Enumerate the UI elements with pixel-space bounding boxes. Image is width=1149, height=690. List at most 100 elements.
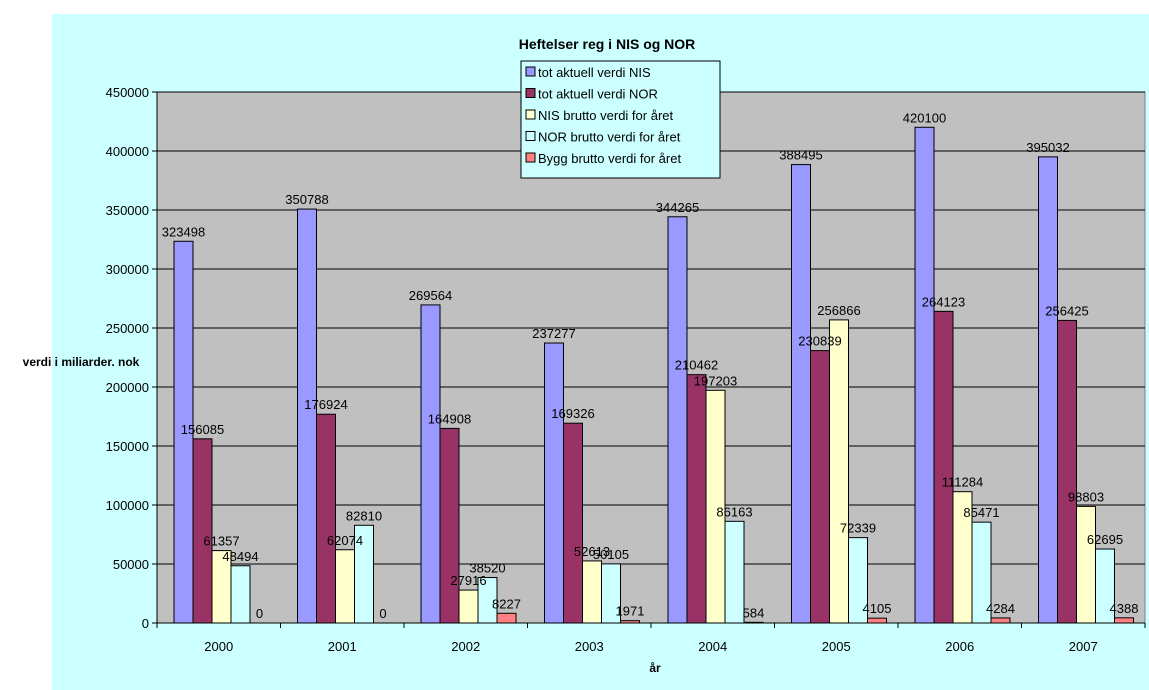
data-label: 237277 [532, 326, 575, 341]
y-tick-label: 250000 [106, 321, 149, 336]
legend-label: NIS brutto verdi for året [538, 108, 673, 123]
data-label: 395032 [1026, 140, 1069, 155]
data-label: 111284 [942, 475, 983, 490]
data-label: 1971 [616, 604, 645, 619]
data-label: 323498 [162, 224, 205, 239]
data-label: 98803 [1068, 489, 1104, 504]
data-label: 72339 [840, 521, 876, 536]
y-tick-label: 100000 [106, 498, 149, 513]
y-tick-label: 300000 [106, 262, 149, 277]
legend-swatch [525, 66, 536, 77]
data-label: 164908 [428, 411, 471, 426]
legend-label: Bygg brutto verdi for året [538, 151, 681, 166]
bar-2-2007 [1057, 319, 1077, 624]
bar-4-2000 [230, 565, 251, 624]
data-label: 4105 [863, 601, 892, 616]
legend: tot aktuell verdi NIS tot aktuell verdi N… [520, 60, 721, 179]
bar-3-2005 [829, 319, 849, 624]
bar-1-2004 [667, 216, 688, 624]
y-tick-label: 400000 [106, 144, 149, 159]
legend-swatch [525, 152, 536, 163]
bar-1-2002 [420, 304, 441, 624]
legend-box [520, 60, 721, 179]
bar-5-2002 [496, 612, 517, 624]
y-tick-label: 50000 [113, 557, 149, 572]
x-tick-label: 2005 [822, 639, 851, 654]
data-label: 4284 [986, 601, 1015, 616]
bars [173, 126, 1134, 624]
data-label: 264123 [922, 294, 965, 309]
bar-3-2003 [582, 560, 602, 624]
x-tick-label: 2004 [698, 639, 727, 654]
y-tick-label: 0 [142, 616, 149, 631]
data-label: 0 [256, 606, 263, 621]
y-tick-label: 150000 [106, 439, 149, 454]
data-label: 48494 [222, 549, 258, 564]
data-label: 27916 [450, 573, 486, 588]
bar-3-2007 [1076, 505, 1096, 624]
y-tick-label: 350000 [106, 203, 149, 218]
bar-4-2004 [724, 520, 745, 624]
bar-5-2006 [990, 617, 1011, 624]
bar-5-2007 [1114, 617, 1134, 624]
bar-3-2001 [335, 549, 355, 624]
legend-label: tot aktuell verdi NOR [538, 87, 658, 102]
data-label: 0 [379, 606, 386, 621]
legend-label: NOR brutto verdi for året [538, 130, 681, 145]
data-label: 230839 [798, 334, 841, 349]
y-tick-labels: 0 50000 100000 150000 200000 250000 300000 3500… [106, 85, 149, 631]
y-tick-label: 200000 [106, 380, 149, 395]
y-tick-label: 450000 [106, 85, 149, 100]
data-label: 38520 [469, 561, 505, 576]
bar-2-2004 [686, 374, 707, 624]
data-label: 269564 [409, 288, 452, 303]
data-label: 420100 [903, 110, 946, 125]
data-label: 350788 [285, 192, 328, 207]
x-tick-label: 2001 [328, 639, 357, 654]
data-label: 4388 [1110, 601, 1139, 616]
x-axis-title: år [649, 661, 661, 675]
data-label: 584 [743, 605, 765, 620]
data-label: 61357 [203, 534, 239, 549]
data-label: 156085 [181, 422, 224, 437]
x-tick-label: 2000 [204, 639, 233, 654]
bar-1-2003 [544, 342, 564, 624]
axes [156, 92, 1146, 628]
data-label: 50105 [593, 547, 629, 562]
data-label: 344265 [656, 200, 699, 215]
x-tick-labels: 2000 2001 2002 2003 2004 2005 2006 2007 [204, 639, 1097, 654]
data-label: 82810 [346, 508, 382, 523]
data-label: 388495 [779, 148, 822, 163]
bar-1-2007 [1038, 156, 1058, 624]
data-label: 256866 [817, 303, 860, 318]
data-label: 86163 [716, 504, 752, 519]
data-label: 176924 [304, 397, 347, 412]
x-tick-label: 2002 [451, 639, 480, 654]
legend-swatch [525, 88, 536, 98]
data-label: 85471 [963, 505, 999, 520]
bar-3-2002 [458, 589, 479, 624]
bar-1-2001 [297, 208, 317, 624]
data-label: 256425 [1045, 303, 1088, 318]
data-label: 52613 [574, 544, 610, 559]
data-label: 197203 [694, 373, 737, 388]
data-label: 169326 [551, 406, 594, 421]
data-label: 8227 [492, 596, 521, 611]
bar-2-2006 [933, 310, 954, 624]
x-tick-label: 2007 [1069, 639, 1098, 654]
bar-1-2005 [791, 164, 811, 624]
x-tick-label: 2006 [945, 639, 974, 654]
bar-2-2001 [316, 413, 336, 624]
legend-swatch [525, 109, 536, 120]
y-axis-title: verdi i miliarder. nok [23, 355, 140, 369]
data-label: 62074 [327, 533, 363, 548]
legend-swatch [525, 131, 536, 141]
legend-label: tot aktuell verdi NIS [538, 65, 651, 80]
data-label: 62695 [1087, 532, 1123, 547]
bar-1-2006 [914, 126, 935, 624]
bar-2-2002 [439, 427, 460, 624]
bar-2-2003 [563, 422, 583, 624]
bar-5-2005 [867, 617, 887, 624]
